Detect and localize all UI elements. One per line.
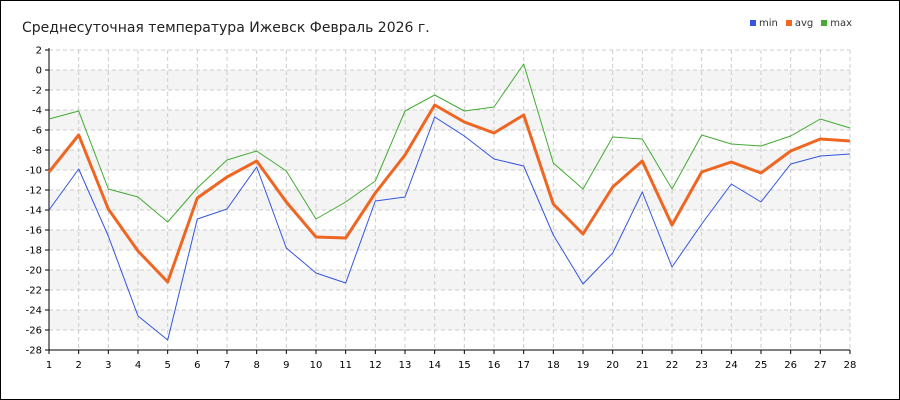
x-tick-label: 12	[369, 360, 382, 371]
y-tick-label: -10	[26, 166, 42, 177]
legend-label-max: max	[830, 17, 853, 29]
y-tick-label: -18	[26, 246, 42, 257]
x-tick-label: 3	[105, 360, 111, 371]
x-tick-label: 25	[755, 360, 768, 371]
legend-label-min: min	[759, 17, 778, 29]
series-line-max	[48, 63, 851, 223]
y-tick-label: -20	[26, 266, 42, 277]
x-tick-label: 7	[224, 360, 230, 371]
series-line-avg	[47, 103, 851, 284]
y-tick-label: -2	[32, 86, 42, 97]
x-tick-label: 19	[577, 360, 590, 371]
x-tick-label: 22	[666, 360, 679, 371]
x-tick-label: 17	[517, 360, 530, 371]
x-tick-label: 24	[725, 360, 738, 371]
x-tick-label: 11	[339, 360, 352, 371]
chart-title: Среднесуточная температура Ижевск Феврал…	[22, 20, 430, 36]
y-tick-label: -14	[26, 206, 42, 217]
y-tick-label: -24	[26, 306, 42, 317]
x-tick-label: 13	[399, 360, 412, 371]
y-tick-label: 2	[36, 46, 42, 57]
legend-swatch-max	[821, 20, 828, 26]
x-tick-label: 16	[488, 360, 501, 371]
grid-band	[49, 190, 850, 210]
grid-band	[49, 150, 850, 170]
x-tick-label: 27	[814, 360, 827, 371]
x-tick-label: 9	[283, 360, 289, 371]
y-tick-label: -16	[26, 226, 42, 237]
x-tick-label: 4	[135, 360, 141, 371]
y-tick-label: -28	[26, 346, 42, 357]
x-tick-label: 21	[636, 360, 649, 371]
x-tick-label: 28	[844, 360, 857, 371]
grid-band	[49, 270, 850, 290]
x-tick-label: 1	[46, 360, 52, 371]
x-tick-label: 18	[547, 360, 560, 371]
x-tick-label: 8	[253, 360, 259, 371]
x-tick-label: 6	[194, 360, 200, 371]
y-tick-label: -26	[26, 326, 42, 337]
y-tick-label: -6	[32, 126, 42, 137]
y-tick-label: -4	[32, 106, 42, 117]
y-tick-label: -8	[32, 146, 42, 157]
y-tick-label: -12	[26, 186, 42, 197]
legend-item-avg: avg	[785, 17, 814, 29]
legend-item-min: min	[750, 18, 778, 29]
legend-swatch-min	[750, 20, 756, 26]
x-tick-label: 20	[606, 360, 619, 371]
x-tick-label: 10	[310, 360, 323, 371]
grid-band	[49, 310, 850, 330]
grid-band	[49, 70, 850, 90]
x-tick-label: 26	[784, 360, 797, 371]
grid-band	[49, 230, 850, 250]
grid-band	[49, 110, 850, 130]
x-tick-label: 5	[164, 360, 170, 371]
chart-legend: min avg max	[750, 15, 852, 31]
legend-label-avg: avg	[794, 17, 814, 29]
series-line-min	[48, 116, 851, 341]
x-tick-label: 14	[428, 360, 441, 371]
y-tick-label: -22	[26, 286, 42, 297]
x-tick-label: 2	[75, 360, 81, 371]
x-tick-label: 23	[695, 360, 708, 371]
y-tick-label: 0	[36, 66, 42, 77]
legend-item-max: max	[821, 18, 852, 29]
legend-swatch-avg	[785, 20, 792, 26]
x-tick-label: 15	[458, 360, 471, 371]
